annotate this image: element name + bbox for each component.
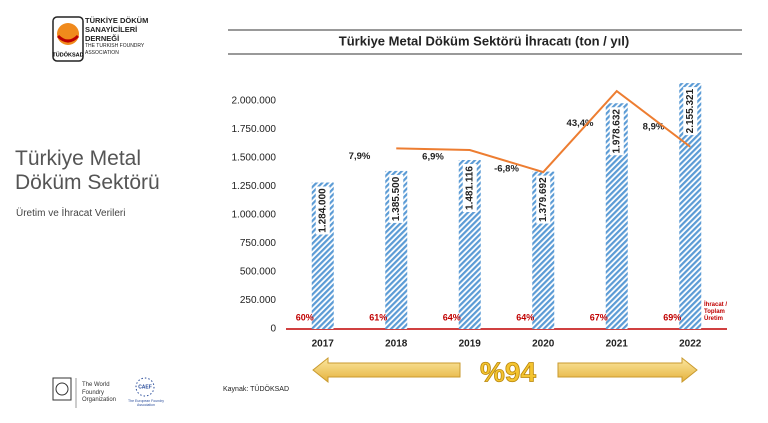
- y-tick-label: 2.000.000: [232, 95, 277, 106]
- value-label-box: [462, 164, 477, 213]
- y-tick-label: 1.250.000: [232, 181, 277, 192]
- value-label: 2.155.321: [685, 88, 696, 133]
- x-tick-label: 2022: [679, 339, 702, 350]
- value-label-box: [315, 186, 330, 235]
- growth-label: 7,9%: [349, 151, 371, 162]
- wfo-logo: [52, 377, 77, 408]
- slide-title: Türkiye Metal Döküm Sektörü: [15, 147, 160, 195]
- y-tick-label: 1.750.000: [232, 124, 277, 135]
- x-tick-label: 2020: [532, 339, 555, 350]
- source: Kaynak: TÜDÖKSAD: [223, 385, 289, 393]
- logo-line: TÜRKİYE DÖKÜM: [85, 16, 149, 25]
- value-label-box: [389, 174, 404, 223]
- caef-name: CAEF: [138, 384, 152, 390]
- logo-line: DERNEĞİ: [85, 34, 120, 43]
- logo-badge: TÜDÖKSAD: [52, 51, 83, 58]
- value-label-box: [683, 87, 698, 136]
- y-tick-label: 250.000: [240, 295, 277, 306]
- value-label: 1.379.692: [538, 177, 549, 222]
- share-label: 60%: [296, 312, 314, 322]
- logo-line: ASSOCIATION: [85, 50, 119, 56]
- y-tick-label: 0: [270, 324, 276, 335]
- growth-label: -6,8%: [494, 164, 519, 175]
- wfo-line: Organization: [82, 397, 117, 403]
- share-label: 64%: [516, 312, 534, 322]
- y-tick-label: 1.500.000: [232, 153, 277, 164]
- share-label: 64%: [443, 312, 461, 322]
- logo-text: TÜRKİYE DÖKÜM SANAYİCİLERİ DERNEĞİ THE T…: [85, 16, 148, 57]
- x-tick-label: 2017: [312, 339, 335, 350]
- arrow-right: [557, 356, 698, 384]
- slide-subtitle: Üretim ve İhracat Verileri: [16, 208, 126, 219]
- growth-label: 43,4%: [567, 118, 594, 129]
- value-label-box: [609, 107, 624, 156]
- value-label: 1.978.632: [611, 109, 622, 154]
- value-label: 1.385.500: [391, 176, 402, 221]
- share-label: 67%: [590, 312, 608, 322]
- x-tick-label: 2021: [606, 339, 629, 350]
- share-label: 61%: [369, 312, 387, 322]
- logo-line: THE TURKISH FOUNDRY: [85, 43, 145, 49]
- growth-label: 8,9%: [643, 121, 665, 132]
- growth-line: [396, 89, 691, 174]
- bar: [605, 103, 628, 329]
- value-label: 1.284.000: [317, 188, 328, 233]
- slide-title-line: Türkiye Metal: [15, 147, 142, 170]
- caef-logo: CAEF: [135, 377, 155, 397]
- highlight: %94: [480, 356, 536, 387]
- value-label: 1.481.116: [464, 166, 475, 210]
- value-label-box: [536, 175, 551, 224]
- slide-title-line: Döküm Sektörü: [15, 171, 160, 194]
- logo: TÜDÖKSAD: [52, 16, 84, 62]
- y-tick-label: 500.000: [240, 267, 277, 278]
- wfo-line: Foundry: [82, 389, 105, 396]
- caef-sub: The European Foundry Association: [128, 399, 164, 407]
- bar: [679, 83, 702, 329]
- x-tick-label: 2018: [385, 339, 408, 350]
- wfo-text: The World Foundry Organization: [82, 382, 116, 405]
- arrow-left: [312, 356, 461, 384]
- share-label: İhracat / Toplam Üretim: [704, 302, 728, 322]
- x-tick-label: 2019: [459, 339, 482, 350]
- chart-title: Türkiye Metal Döküm Sektörü İhracatı (to…: [339, 33, 629, 48]
- wfo-line: The World: [82, 382, 110, 388]
- growth-label: 6,9%: [422, 152, 444, 163]
- y-tick-label: 1.000.000: [232, 210, 277, 221]
- logo-line: SANAYİCİLERİ: [85, 25, 138, 34]
- share-label: 69%: [663, 312, 681, 322]
- y-tick-label: 750.000: [240, 238, 277, 249]
